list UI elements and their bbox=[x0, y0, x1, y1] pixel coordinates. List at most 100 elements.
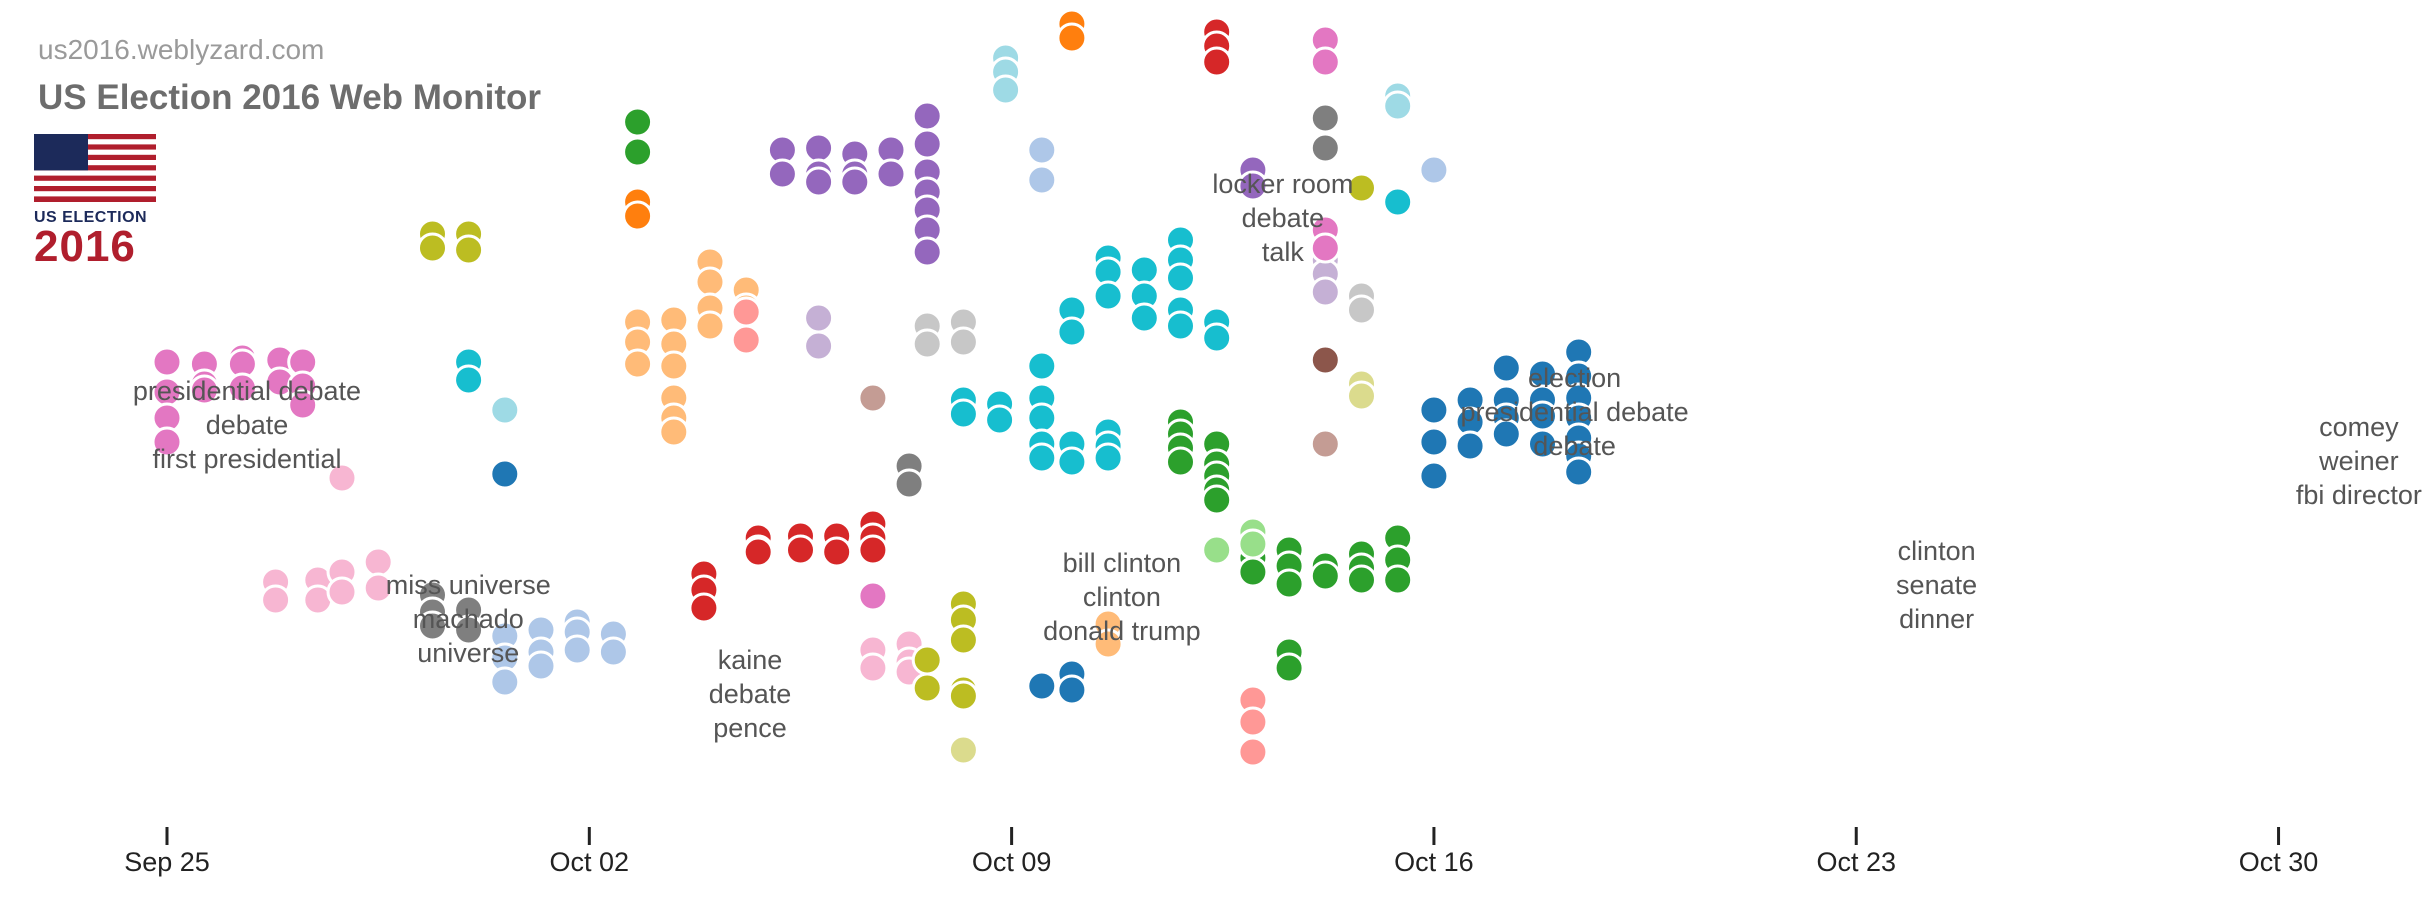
topic-dot bbox=[857, 534, 889, 566]
topic-dot bbox=[857, 652, 889, 684]
topic-dot bbox=[803, 330, 835, 362]
topic-dot bbox=[1026, 134, 1058, 166]
topic-dot bbox=[1346, 294, 1377, 326]
topic-dot bbox=[1056, 316, 1088, 348]
topic-dot bbox=[803, 166, 835, 198]
topic-dot bbox=[911, 128, 943, 160]
topic-dot bbox=[984, 404, 1016, 436]
topic-dot bbox=[658, 350, 690, 382]
topic-dot bbox=[453, 234, 485, 266]
topic-dot bbox=[1382, 186, 1414, 218]
topic-dot bbox=[489, 458, 521, 490]
topic-dot bbox=[1201, 322, 1233, 354]
topic-dot bbox=[1165, 446, 1196, 478]
topic-dot bbox=[1056, 674, 1088, 706]
topic-dot bbox=[893, 468, 925, 500]
topic-dot bbox=[1128, 302, 1160, 334]
cluster-label: debate bbox=[206, 410, 289, 440]
cluster-label: locker room bbox=[1212, 169, 1353, 199]
topic-dot bbox=[911, 236, 943, 268]
topic-dot bbox=[1237, 736, 1269, 768]
cluster-label: miss universe bbox=[386, 570, 551, 600]
cluster-label: first presidential bbox=[152, 444, 341, 474]
topic-dot bbox=[1026, 164, 1058, 196]
topic-dot bbox=[857, 580, 889, 612]
topic-dot bbox=[766, 158, 798, 190]
topic-dot bbox=[1382, 90, 1414, 122]
topic-dot bbox=[362, 572, 394, 604]
topic-dot bbox=[688, 592, 720, 624]
topic-dot bbox=[911, 328, 943, 360]
topic-dot bbox=[911, 100, 943, 132]
cluster-label: debate bbox=[1242, 203, 1325, 233]
cluster-label: election bbox=[1528, 363, 1621, 393]
x-tick-label: Sep 25 bbox=[124, 847, 210, 877]
topic-dot bbox=[947, 734, 979, 766]
topic-dot bbox=[151, 346, 183, 378]
topic-dot bbox=[489, 666, 521, 698]
topic-dot bbox=[1237, 706, 1269, 738]
cluster-label: clinton bbox=[1898, 536, 1976, 566]
topic-dot bbox=[1309, 428, 1341, 460]
x-tick-label: Oct 30 bbox=[2239, 847, 2319, 877]
topic-dot bbox=[1273, 652, 1305, 684]
topic-dot bbox=[911, 644, 943, 676]
topic-dot bbox=[1273, 568, 1305, 600]
topic-dot bbox=[694, 310, 726, 342]
cluster-label: weiner bbox=[2318, 446, 2399, 476]
topic-dot bbox=[1056, 22, 1088, 54]
topic-dot bbox=[1026, 402, 1058, 434]
logo-text-us-election: US ELECTION bbox=[34, 209, 148, 226]
topic-dot bbox=[1490, 418, 1522, 450]
x-tick-label: Oct 02 bbox=[550, 847, 630, 877]
cluster-label: comey bbox=[2319, 412, 2399, 442]
cluster-label: senate bbox=[1896, 570, 1977, 600]
topic-dot bbox=[188, 374, 220, 406]
topic-dot bbox=[1418, 460, 1450, 492]
topic-dot bbox=[730, 296, 762, 328]
topic-dot bbox=[260, 584, 292, 616]
topic-dot bbox=[1346, 380, 1377, 412]
topic-dot bbox=[1309, 560, 1341, 592]
us-flag-icon bbox=[34, 134, 156, 202]
topic-dot bbox=[1563, 456, 1595, 488]
x-tick-label: Oct 23 bbox=[1816, 847, 1896, 877]
topic-dot bbox=[857, 382, 889, 414]
topic-dot bbox=[730, 324, 762, 356]
topic-dot bbox=[947, 398, 979, 430]
topic-dot bbox=[287, 389, 319, 421]
topic-dot bbox=[597, 636, 629, 668]
topic-dot bbox=[1309, 46, 1341, 78]
site-url: us2016.weblyzard.com bbox=[38, 34, 325, 65]
topic-dot bbox=[658, 416, 690, 448]
topic-dot bbox=[1201, 534, 1233, 566]
topic-dot bbox=[911, 672, 943, 704]
topic-dot bbox=[453, 364, 485, 396]
topic-dot bbox=[947, 680, 979, 712]
logo-text-2016: 2016 bbox=[34, 222, 136, 271]
topic-dot bbox=[1026, 442, 1058, 474]
topic-dot bbox=[947, 326, 979, 358]
topic-dot bbox=[1237, 170, 1269, 202]
us-election-logo: US ELECTION 2016 bbox=[34, 134, 158, 271]
topic-dot bbox=[1056, 446, 1088, 478]
topic-dot bbox=[1490, 352, 1522, 384]
topic-dot bbox=[694, 266, 726, 298]
cluster-label: dinner bbox=[1899, 604, 1974, 634]
topic-dot bbox=[1237, 528, 1269, 560]
cluster-label: machado bbox=[413, 604, 524, 634]
topic-dot bbox=[1128, 254, 1160, 286]
topic-dot bbox=[417, 610, 448, 642]
topic-dot bbox=[1346, 172, 1377, 204]
topic-dot bbox=[785, 534, 816, 566]
topic-dot bbox=[326, 462, 358, 494]
topic-dot bbox=[1454, 430, 1486, 462]
cluster-label: debate bbox=[709, 679, 792, 709]
topic-dot bbox=[803, 302, 835, 334]
topic-dot bbox=[875, 158, 907, 190]
topic-dot bbox=[1527, 428, 1558, 460]
cluster-label: presidential debate bbox=[1461, 397, 1689, 427]
topic-dot bbox=[1237, 556, 1269, 588]
cluster-label: presidential debate bbox=[133, 376, 361, 406]
